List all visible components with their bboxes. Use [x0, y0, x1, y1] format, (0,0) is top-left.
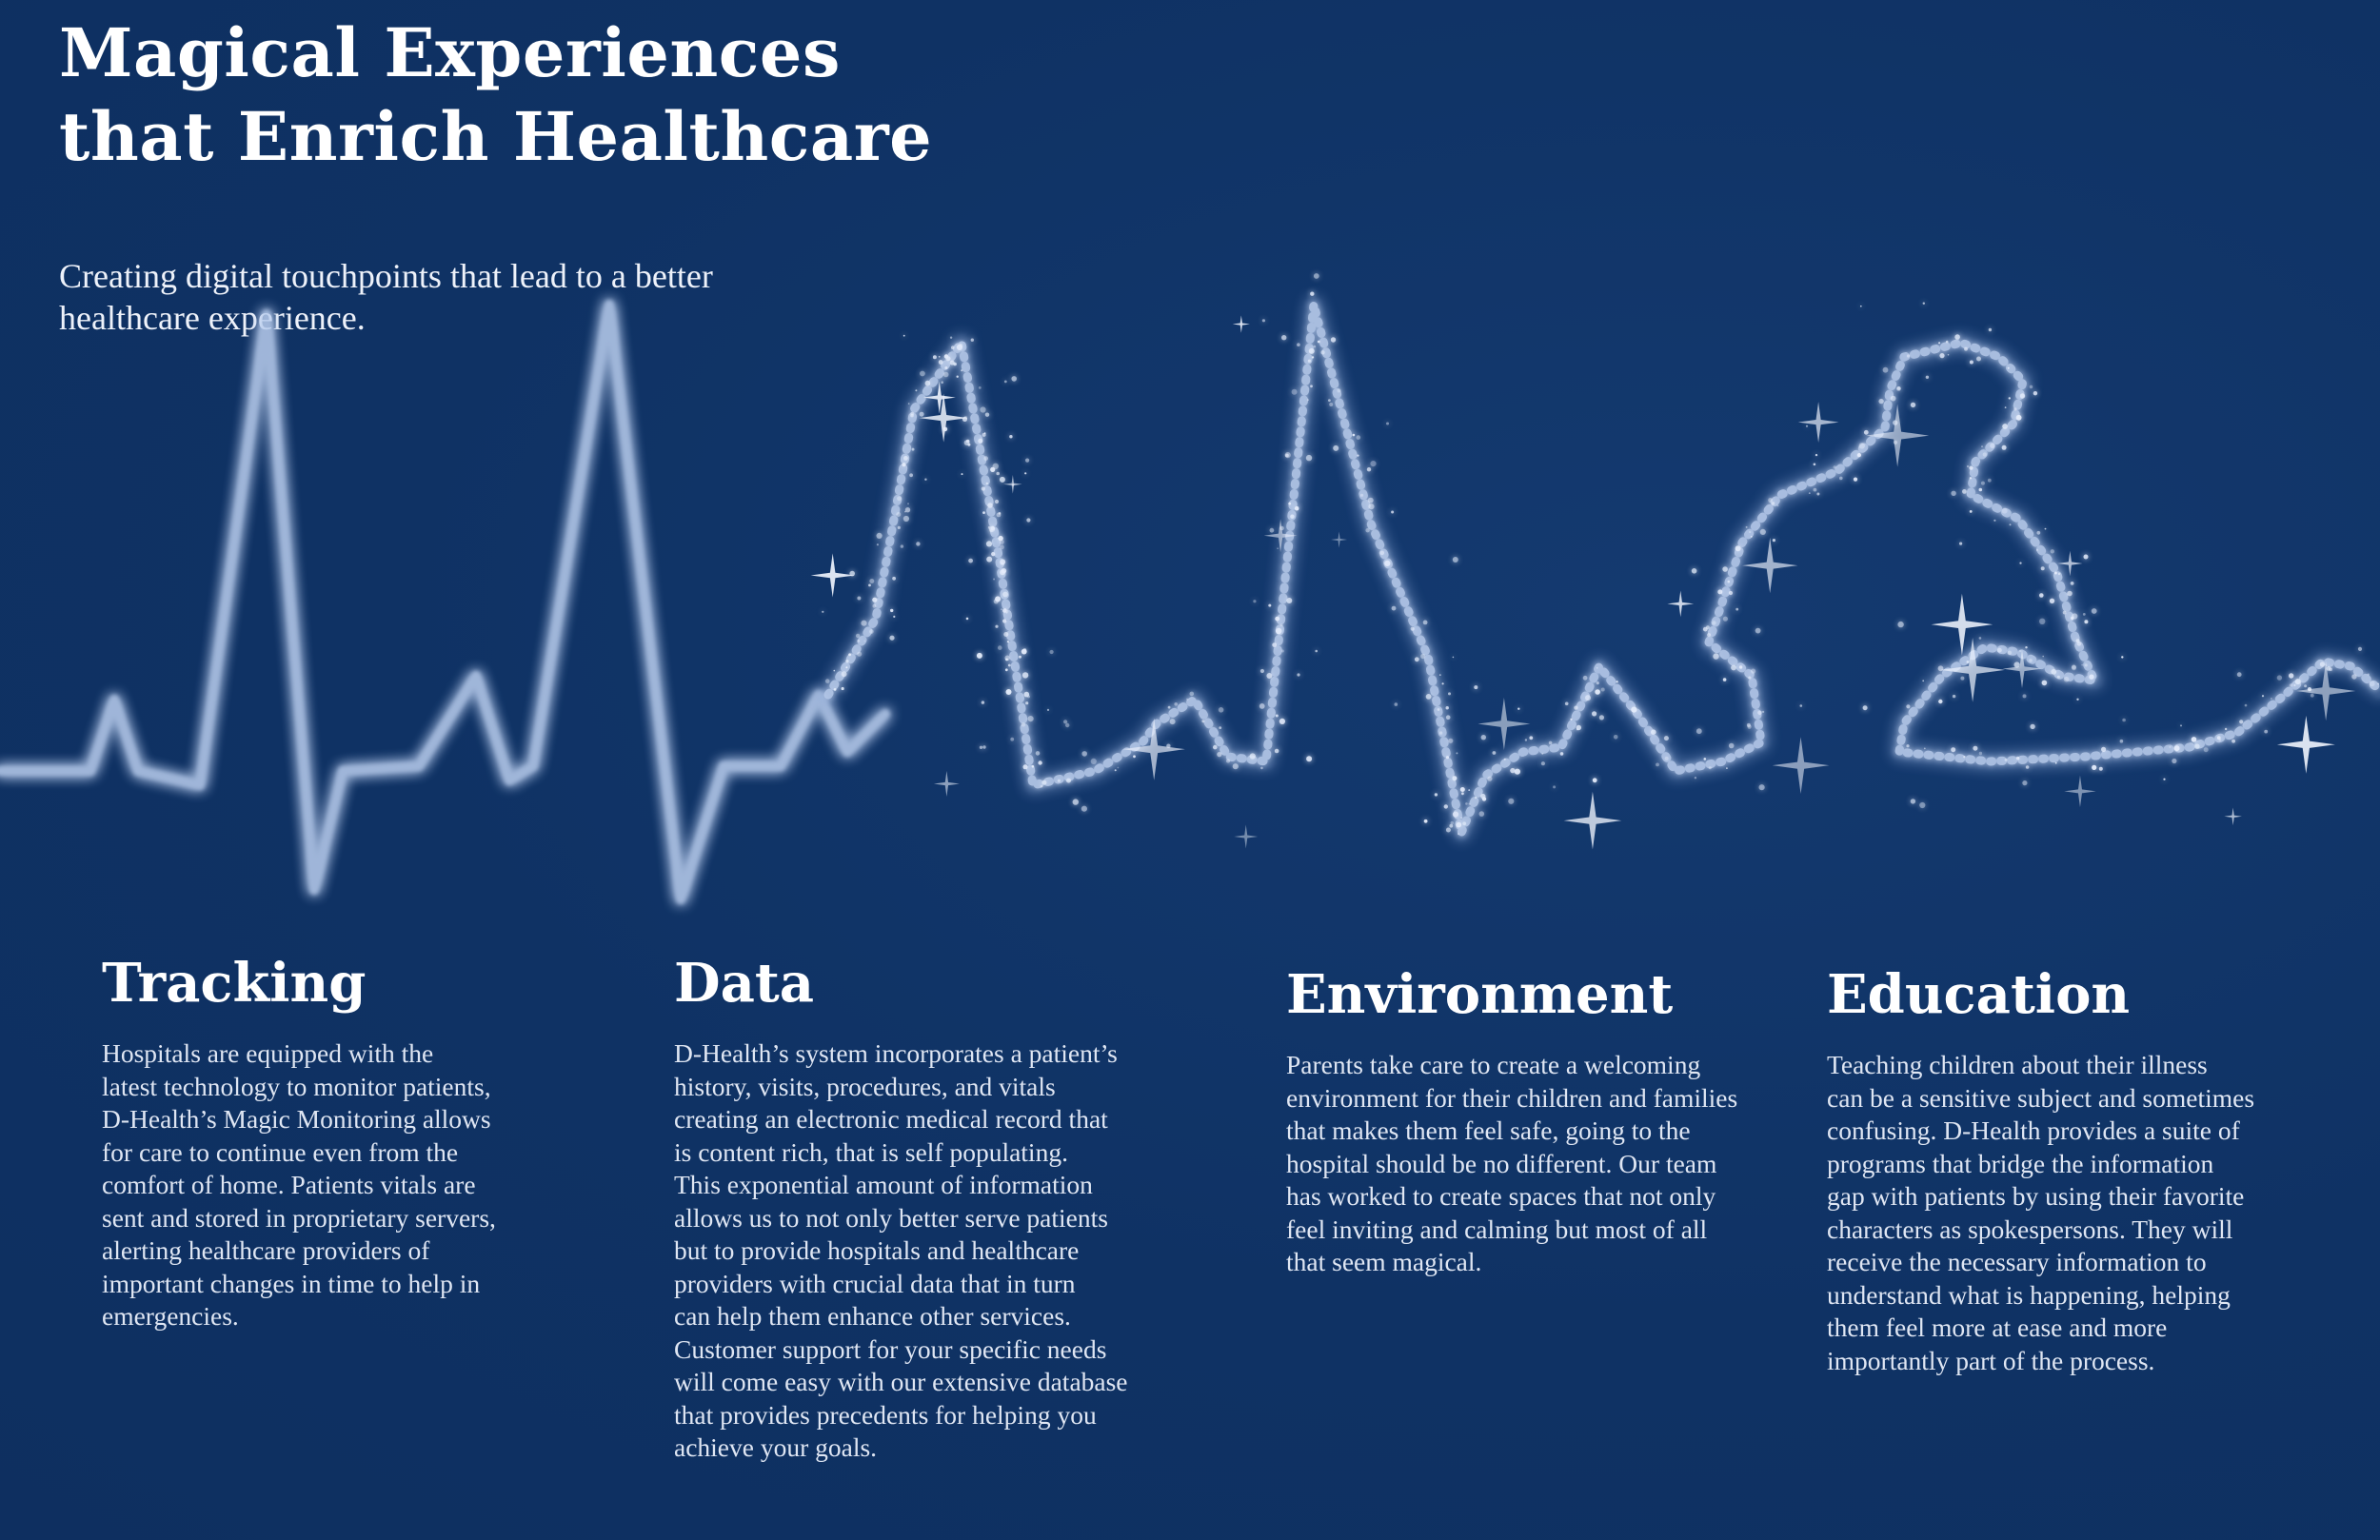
body-line: latest technology to monitor patients, [102, 1071, 491, 1101]
body-line: can help them enhance other services. [674, 1301, 1071, 1331]
body-line: achieve your goals. [674, 1432, 878, 1462]
body-line: Parents take care to create a welcoming [1286, 1050, 1701, 1079]
body-line: D-Health’s Magic Monitoring allows [102, 1104, 491, 1134]
section-environment: Environment Parents take care to create … [1286, 961, 1737, 1279]
heartbeat-sparkle-illustration [0, 273, 2380, 904]
body-line: receive the necessary information to [1827, 1247, 2207, 1276]
body-line: that seem magical. [1286, 1247, 1482, 1276]
body-line: Teaching children about their illness [1827, 1050, 2208, 1079]
section-body: Teaching children about their illness ca… [1827, 1049, 2254, 1377]
body-line: gap with patients by using their favorit… [1827, 1181, 2245, 1211]
star-glints [810, 315, 2356, 850]
body-line: Hospitals are equipped with the [102, 1038, 434, 1068]
body-line: is content rich, that is self populating… [674, 1136, 1068, 1167]
body-line: has worked to create spaces that not onl… [1286, 1181, 1716, 1211]
section-heading: Data [674, 952, 814, 1015]
section-body: Hospitals are equipped with the latest t… [102, 1037, 496, 1333]
section-heading: Tracking [102, 952, 367, 1015]
body-line: providers with crucial data that in turn [674, 1268, 1076, 1298]
body-line: alerting healthcare providers of [102, 1235, 430, 1265]
page-subtitle-line-1: Creating digital touchpoints that lead t… [59, 257, 713, 295]
section-education: Education Teaching children about their … [1827, 961, 2254, 1377]
body-line: can be a sensitive subject and sometimes [1827, 1082, 2255, 1113]
body-line: characters as spokespersons. They will [1827, 1214, 2233, 1244]
body-line: history, visits, procedures, and vitals [674, 1071, 1056, 1101]
body-line: that provides precedents for helping you [674, 1399, 1097, 1430]
heartbeat-line-solid [0, 300, 890, 904]
section-tracking: Tracking Hospitals are equipped with the… [102, 950, 496, 1333]
body-line: environment for their children and famil… [1286, 1082, 1738, 1113]
body-line: them feel more at ease and more [1827, 1313, 2168, 1342]
section-body: Parents take care to create a welcoming … [1286, 1049, 1737, 1279]
sparkle-particles [822, 273, 2380, 836]
page-subtitle-line-2: healthcare experience. [59, 299, 366, 337]
body-line: This exponential amount of information [674, 1170, 1093, 1199]
body-line: important changes in time to help in [102, 1268, 481, 1298]
body-line: programs that bridge the information [1827, 1148, 2214, 1178]
page-title-line-1: Magical Experiences [59, 13, 841, 92]
heartbeat-line-sparkle-haze [821, 297, 2380, 840]
body-line: allows us to not only better serve patie… [674, 1202, 1108, 1233]
body-line: sent and stored in proprietary servers, [102, 1202, 496, 1233]
body-line: feel inviting and calming but most of al… [1286, 1214, 1708, 1244]
page-title: Magical Experiences that Enrich Healthca… [59, 11, 932, 179]
section-heading: Education [1827, 963, 2131, 1026]
body-line: D-Health’s system incorporates a patient… [674, 1038, 1118, 1068]
body-line: comfort of home. Patients vitals are [102, 1170, 476, 1199]
body-line: will come easy with our extensive databa… [674, 1367, 1128, 1396]
page-subtitle: Creating digital touchpoints that lead t… [59, 255, 713, 339]
body-line: confusing. D-Health provides a suite of [1827, 1116, 2240, 1145]
section-heading: Environment [1286, 963, 1674, 1026]
body-line: hospital should be no different. Our tea… [1286, 1148, 1717, 1178]
body-line: but to provide hospitals and healthcare [674, 1235, 1080, 1265]
body-line: for care to continue even from the [102, 1136, 459, 1167]
body-line: Customer support for your specific needs [674, 1333, 1107, 1364]
body-line: creating an electronic medical record th… [674, 1104, 1108, 1134]
body-line: importantly part of the process. [1827, 1345, 2155, 1375]
section-body: D-Health’s system incorporates a patient… [674, 1037, 1128, 1465]
body-line: understand what is happening, helping [1827, 1279, 2231, 1310]
body-line: emergencies. [102, 1301, 239, 1331]
section-data: Data D-Health’s system incorporates a pa… [674, 950, 1128, 1465]
body-line: that makes them feel safe, going to the [1286, 1116, 1691, 1145]
page-title-line-2: that Enrich Healthcare [59, 97, 933, 176]
